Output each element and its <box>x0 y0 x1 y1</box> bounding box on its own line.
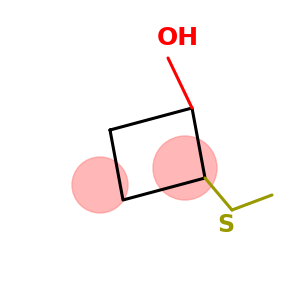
Circle shape <box>153 136 217 200</box>
Circle shape <box>72 157 128 213</box>
Text: OH: OH <box>157 26 199 50</box>
Text: S: S <box>218 213 235 237</box>
